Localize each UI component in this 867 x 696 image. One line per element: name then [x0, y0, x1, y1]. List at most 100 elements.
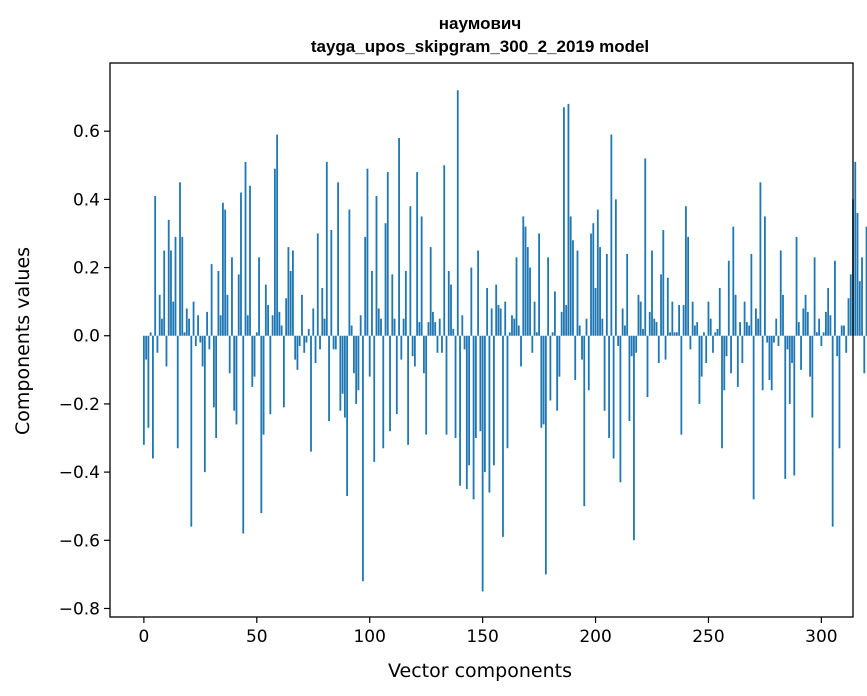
bar-10 [165, 335, 168, 367]
bar-311 [845, 335, 848, 353]
bar-0 [142, 335, 145, 445]
bar-207 [610, 134, 613, 336]
bar-187 [565, 305, 568, 336]
bar-40 [233, 335, 236, 411]
bar-285 [786, 335, 789, 350]
bar-59 [276, 134, 279, 336]
bar-150 [481, 335, 484, 592]
bar-84 [332, 335, 335, 350]
bar-103 [375, 195, 378, 336]
bar-220 [639, 301, 642, 336]
bar-30 [210, 264, 213, 336]
x-tick-label: 100 [353, 627, 385, 647]
bar-71 [303, 335, 306, 353]
bar-295 [809, 335, 811, 377]
x-tick-label: 250 [692, 627, 724, 647]
bar-181 [551, 332, 554, 336]
bar-60 [278, 311, 281, 336]
bar-282 [779, 250, 782, 336]
bar-83 [330, 230, 333, 336]
bar-26 [201, 335, 204, 367]
bar-243 [691, 301, 694, 336]
bar-179 [547, 257, 550, 336]
bar-53 [262, 335, 265, 435]
bar-158 [499, 308, 502, 336]
bar-211 [619, 335, 622, 483]
bar-61 [280, 325, 283, 336]
bar-305 [831, 335, 834, 527]
bar-66 [292, 250, 294, 336]
bar-102 [373, 335, 376, 462]
bar-303 [827, 288, 830, 336]
y-axis-label: Components values [12, 247, 34, 435]
bar-32 [215, 335, 218, 439]
bar-229 [660, 274, 662, 336]
bar-284 [784, 335, 787, 479]
bar-172 [531, 335, 534, 353]
bar-33 [217, 270, 220, 336]
bar-198 [590, 233, 592, 336]
bar-309 [840, 325, 843, 336]
y-tick-label: 0.2 [73, 259, 100, 279]
bar-68 [296, 335, 299, 370]
bar-239 [682, 305, 685, 336]
plot-frame [109, 62, 854, 618]
bar-143 [465, 335, 468, 490]
bar-287 [791, 335, 793, 364]
chart-title-line2: tayga_upos_skipgram_300_2_2019 model [311, 37, 649, 56]
bar-161 [506, 335, 509, 449]
bar-93 [353, 335, 355, 374]
bar-97 [362, 335, 364, 582]
bar-7 [158, 294, 161, 336]
y-tick-label: −0.6 [59, 531, 100, 551]
bar-245 [696, 322, 699, 336]
bar-270 [752, 335, 755, 500]
bar-4 [152, 335, 154, 459]
bar-65 [289, 270, 292, 336]
bar-79 [321, 288, 324, 336]
bar-261 [732, 226, 735, 336]
bar-195 [583, 335, 586, 507]
bar-213 [624, 325, 626, 336]
bar-100 [368, 335, 371, 377]
bar-45 [244, 161, 247, 336]
bar-104 [377, 308, 380, 336]
bar-48 [251, 335, 254, 387]
bar-18 [183, 332, 186, 336]
bar-58 [273, 168, 276, 336]
bar-248 [703, 332, 705, 336]
y-tick-label: −0.2 [59, 395, 100, 415]
bar-77 [316, 233, 319, 336]
bar-188 [567, 103, 570, 336]
bar-117 [407, 335, 410, 445]
bar-240 [684, 206, 687, 336]
bar-5 [154, 195, 157, 336]
bar-318 [861, 257, 863, 336]
bar-297 [813, 257, 816, 336]
bar-209 [614, 199, 617, 336]
bar-277 [768, 335, 771, 381]
bar-91 [348, 209, 351, 336]
bar-286 [788, 335, 791, 404]
bar-75 [312, 308, 315, 336]
bar-128 [432, 311, 434, 336]
bar-249 [705, 335, 708, 364]
bar-140 [459, 335, 461, 486]
bar-272 [757, 318, 760, 336]
bar-14 [174, 236, 177, 336]
bar-192 [576, 250, 579, 336]
bar-214 [626, 253, 629, 336]
bar-132 [441, 335, 443, 353]
bar-191 [574, 335, 577, 381]
bar-50 [255, 332, 258, 336]
bar-202 [599, 247, 601, 336]
bar-280 [775, 318, 778, 336]
bar-127 [429, 247, 432, 336]
bar-283 [782, 294, 784, 336]
bar-197 [587, 335, 590, 391]
bar-157 [497, 305, 500, 336]
bar-34 [219, 315, 222, 336]
bar-82 [328, 335, 330, 421]
bar-76 [314, 335, 317, 364]
bar-264 [739, 322, 741, 336]
